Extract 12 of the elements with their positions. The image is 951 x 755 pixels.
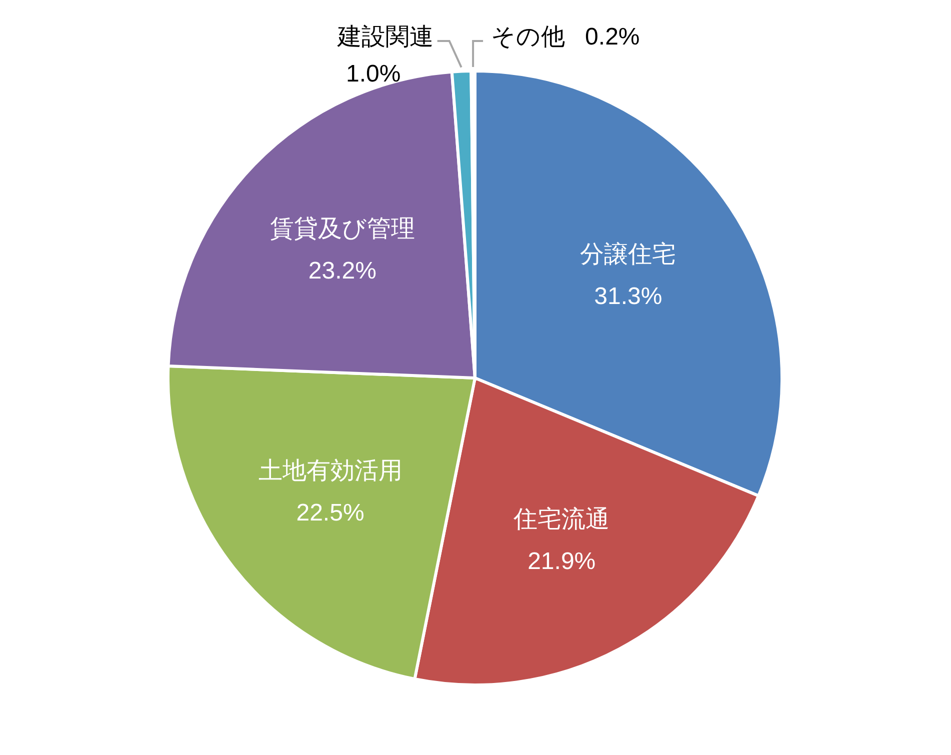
data-label: 0.2%	[585, 23, 640, 50]
slice-label: 土地有効活用	[258, 457, 402, 484]
slice-label: 住宅流通	[512, 506, 610, 533]
data-label: 22.5%	[296, 499, 364, 526]
data-label: 23.2%	[308, 257, 376, 284]
data-label: 1.0%	[346, 60, 401, 88]
slice-label: 分譲住宅	[580, 241, 676, 268]
data-label: 21.9%	[528, 548, 596, 575]
slice-label: 賃貸及び管理	[270, 215, 415, 242]
slice-label: 建設関連	[336, 23, 434, 50]
slice-label: その他	[491, 23, 566, 50]
data-label: 31.3%	[594, 283, 662, 310]
